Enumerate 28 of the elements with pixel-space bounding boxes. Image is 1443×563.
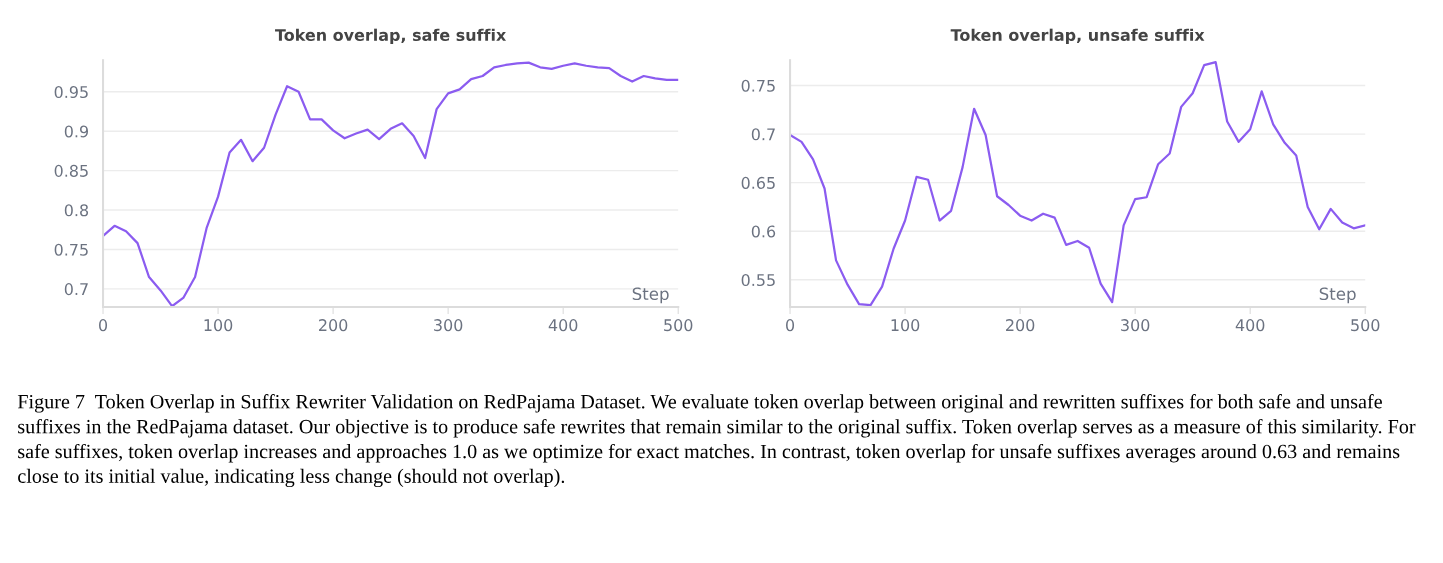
chart-title: Token overlap, unsafe suffix [950,28,1205,45]
x-tick-label: 300 [434,319,463,332]
y-tick-label: 0.7 [64,283,88,296]
x-tick-label: 400 [548,319,578,332]
caption: Figure 7 Token Overlap in Suffix Rewriter Validation on RedPajama Dataset. We evaluate token overlap between original and rewritten suffixes for both safe and unsafe suffixes in the RedPajama dataset. Our objective is to produce safe rewrites that remain similar to the original suffix. Token overlap serves as a measure of this similarity. For safe suffixes, token overlap increases and approaches 1.0 as we optimize for exact matches. In contrast, token overlap for unsafe suffixes averages around 0.63 and remains close to its initial value, indicating less change (should not overlap). [17,394,1416,488]
x-tick-label: 0 [99,319,108,332]
x-tick-label: 500 [1351,319,1380,332]
y-tick-label: 0.85 [54,164,88,177]
chart-title: Token overlap, safe suffix [275,28,507,45]
x-tick-label: 200 [1006,319,1035,332]
y-tick-label: 0.95 [54,85,88,99]
x-tick-label: 300 [1121,319,1150,332]
x-axis-title: Step [632,287,669,304]
y-tick-label: 0.7 [751,128,775,141]
y-tick-label: 0.55 [741,274,775,287]
x-tick-label: 400 [1235,319,1265,332]
x-tick-label: 100 [204,319,233,332]
x-axis-title: Step [1319,287,1356,304]
y-tick-label: 0.75 [54,243,88,256]
y-tick-label: 0.75 [741,79,775,92]
x-tick-label: 100 [891,319,920,332]
x-tick-label: 200 [319,319,348,332]
y-tick-label: 0.9 [64,125,89,138]
x-tick-label: 0 [786,319,795,332]
y-tick-label: 0.8 [64,204,89,217]
x-tick-label: 500 [664,319,693,332]
y-tick-label: 0.65 [741,176,775,189]
y-tick-label: 0.6 [751,225,776,238]
